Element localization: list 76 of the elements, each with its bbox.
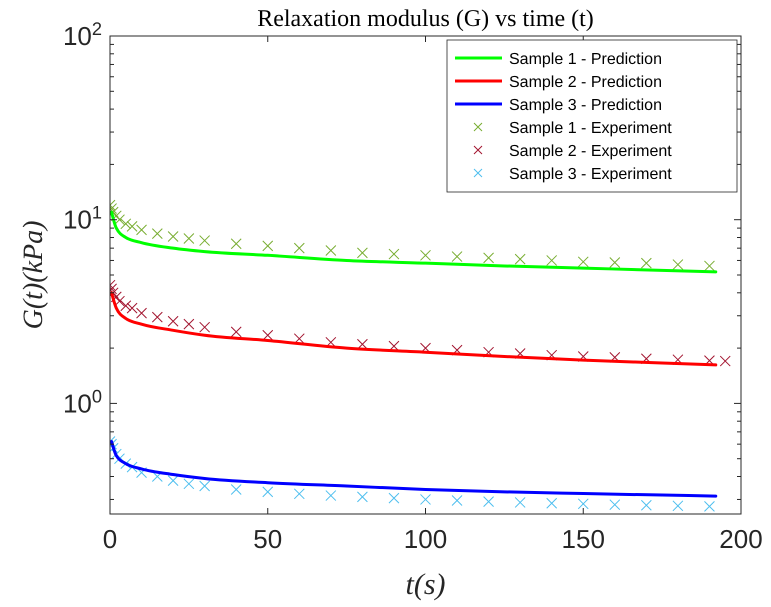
y-tick-label: 10$^{1}$ xyxy=(62,202,102,235)
point xyxy=(183,318,194,330)
point xyxy=(672,259,684,270)
point xyxy=(136,308,148,319)
point xyxy=(640,258,652,269)
point xyxy=(578,498,589,510)
x-tick-label: 50 xyxy=(253,524,282,554)
point xyxy=(183,233,194,244)
point xyxy=(546,254,558,266)
point xyxy=(325,490,336,502)
point xyxy=(262,240,274,252)
point xyxy=(230,484,242,495)
point xyxy=(120,300,132,312)
legend-label: Sample 1 - Prediction xyxy=(509,51,662,68)
point xyxy=(120,218,132,230)
point xyxy=(514,496,526,508)
point xyxy=(126,220,138,232)
point xyxy=(483,496,494,508)
point xyxy=(546,498,558,509)
point xyxy=(136,224,148,236)
point xyxy=(388,248,400,260)
x-tick-label: 200 xyxy=(719,524,763,554)
point xyxy=(110,291,122,302)
point xyxy=(609,256,620,268)
y-tick-label: 10$^{2}$ xyxy=(62,19,102,51)
point xyxy=(452,495,463,506)
legend-label: Sample 3 - Experiment xyxy=(509,166,672,183)
legend-label: Sample 1 - Experiment xyxy=(509,120,672,137)
legend-label: Sample 3 - Prediction xyxy=(509,97,662,114)
point xyxy=(152,228,163,240)
point xyxy=(294,242,305,254)
point xyxy=(126,462,138,473)
point xyxy=(325,244,336,256)
point xyxy=(262,486,274,498)
point xyxy=(199,322,210,333)
point xyxy=(199,235,210,246)
y-tick-label: 10$^{0}$ xyxy=(62,386,102,418)
point xyxy=(168,231,179,242)
point xyxy=(126,302,138,314)
point xyxy=(230,326,242,338)
x-tick-label: 150 xyxy=(562,524,605,554)
point xyxy=(152,471,163,482)
point xyxy=(483,252,494,264)
legend-label: Sample 2 - Experiment xyxy=(509,143,672,160)
point xyxy=(640,500,652,511)
point xyxy=(168,475,179,486)
point xyxy=(704,500,715,512)
point xyxy=(183,478,194,490)
point xyxy=(152,312,163,323)
point xyxy=(199,480,210,492)
line-series xyxy=(110,291,718,366)
point xyxy=(578,256,589,268)
point xyxy=(356,491,368,502)
point xyxy=(514,254,526,265)
point xyxy=(609,499,620,510)
point xyxy=(388,492,400,504)
line-series xyxy=(110,440,718,498)
point xyxy=(168,316,179,327)
chart-title: Relaxation modulus (G) vs time (t) xyxy=(257,6,594,32)
point xyxy=(136,467,148,478)
x-tick-label: 100 xyxy=(404,524,448,554)
point xyxy=(420,250,431,261)
legend-label: Sample 2 - Prediction xyxy=(509,74,662,91)
point xyxy=(452,251,463,262)
point xyxy=(420,494,431,505)
point xyxy=(230,238,242,250)
point xyxy=(356,247,368,258)
y-axis-title: G(t)(kPa) xyxy=(18,220,49,330)
x-axis-title: t(s) xyxy=(406,568,446,601)
point xyxy=(294,488,305,500)
line-series xyxy=(110,210,718,274)
point xyxy=(704,260,715,272)
x-tick-label: 0 xyxy=(102,524,118,554)
point xyxy=(114,214,125,226)
point xyxy=(720,356,731,367)
point xyxy=(672,500,684,512)
